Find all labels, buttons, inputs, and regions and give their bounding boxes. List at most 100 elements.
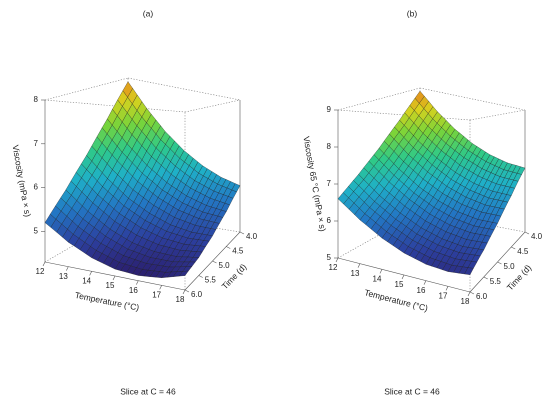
x-tick-label: 15 xyxy=(395,280,404,289)
y-tick-label: 5.5 xyxy=(205,276,217,285)
x-tick-label: 13 xyxy=(59,272,68,281)
surface-cell xyxy=(438,172,475,213)
x-tick-label: 12 xyxy=(329,263,338,272)
z-tick-label: 6 xyxy=(34,183,39,192)
surface-cell xyxy=(447,246,485,275)
x-tick-label: 16 xyxy=(417,286,426,295)
x-tick xyxy=(182,289,186,295)
x-tick-label: 16 xyxy=(129,286,138,295)
surface-cell xyxy=(473,154,508,192)
surface-cell xyxy=(191,205,227,237)
surface-cell xyxy=(379,168,419,214)
x-tick-label: 14 xyxy=(82,276,91,285)
surface-cell xyxy=(436,129,473,173)
x-tick xyxy=(445,286,449,291)
z-tick-label: 5 xyxy=(34,226,39,235)
x-tick xyxy=(423,280,427,285)
x-tick-label: 17 xyxy=(152,290,161,299)
surface-cell xyxy=(114,242,155,276)
y-tick-label: 5.5 xyxy=(490,277,502,286)
surface-cell xyxy=(146,131,185,183)
surface-cell xyxy=(170,195,207,233)
surface-cell xyxy=(378,119,419,170)
y-tick xyxy=(483,276,488,280)
surface-cell xyxy=(381,212,422,254)
surface-cell xyxy=(128,165,167,214)
box-edge xyxy=(184,99,241,113)
chart-title: (b) xyxy=(407,8,418,18)
surface-facet xyxy=(464,267,474,275)
z-axis-label: Viscosity (mPa × s) xyxy=(10,144,33,218)
chart-title: (a) xyxy=(143,8,154,18)
x-tick xyxy=(379,269,383,274)
surface-cell xyxy=(420,200,459,240)
surface-cell xyxy=(138,251,177,278)
x-tick-label: 13 xyxy=(351,269,360,278)
surface-cell xyxy=(91,228,133,270)
box-edge xyxy=(337,109,471,121)
surface-cell xyxy=(399,90,438,142)
surface-cell xyxy=(206,177,241,212)
surface-facet xyxy=(178,270,189,277)
x-tick xyxy=(112,275,116,281)
chart-subtitle: Slice at C = 46 xyxy=(120,386,176,396)
surface-cell xyxy=(462,219,498,251)
surface-cell xyxy=(492,162,526,196)
surface-cell xyxy=(86,118,128,179)
box-edge xyxy=(469,109,526,121)
z-tick-label: 9 xyxy=(327,105,332,114)
x-tick-label: 18 xyxy=(176,295,185,304)
surface-cell xyxy=(398,140,437,187)
surface-cell xyxy=(337,174,380,221)
y-tick-label: 4.5 xyxy=(232,247,244,256)
box-edge xyxy=(127,77,241,101)
x-tick-label: 12 xyxy=(36,267,45,276)
y-tick xyxy=(212,260,217,264)
surface-cell xyxy=(161,256,200,278)
surface-cell xyxy=(457,183,493,220)
z-tick-label: 6 xyxy=(327,216,332,225)
x-tick-label: 18 xyxy=(461,297,470,306)
surface-cell xyxy=(68,211,111,259)
box-edge xyxy=(337,87,421,111)
y-tick-label: 6.0 xyxy=(476,292,488,301)
x-tick-label: 17 xyxy=(439,291,448,300)
surface-cell xyxy=(149,182,187,226)
x-tick-label: 14 xyxy=(373,274,382,283)
surface-cell xyxy=(65,155,108,212)
surface-cell xyxy=(403,227,443,265)
surface-cell xyxy=(400,186,439,229)
surface-cell xyxy=(176,232,213,258)
y-tick-label: 4.5 xyxy=(517,247,529,256)
y-tick xyxy=(184,289,190,293)
box-edge xyxy=(44,77,129,101)
y-tick xyxy=(198,275,203,278)
z-axis-label: Viscosity 65 °C (mPa × s) xyxy=(301,135,328,232)
y-tick xyxy=(469,291,475,295)
surface-cell xyxy=(107,81,147,145)
x-tick-label: 15 xyxy=(106,281,115,290)
x-tick xyxy=(136,280,139,285)
y-tick xyxy=(511,246,516,250)
x-tick xyxy=(42,261,46,267)
z-tick-label: 7 xyxy=(34,139,39,148)
surface-cell xyxy=(359,195,401,239)
surface-cell xyxy=(418,157,456,201)
box-edge xyxy=(419,87,526,111)
surface-cell xyxy=(441,211,479,247)
surface-cell xyxy=(425,238,464,272)
surface-cell xyxy=(44,189,89,243)
x-tick xyxy=(335,257,339,263)
y-tick xyxy=(524,231,530,235)
x-tick xyxy=(357,263,361,268)
y-tick-label: 6.0 xyxy=(191,290,203,299)
x-tick xyxy=(66,266,69,271)
z-tick-label: 8 xyxy=(327,142,332,151)
surface-cell xyxy=(107,143,148,199)
y-tick xyxy=(497,261,502,265)
y-tick-label: 4.0 xyxy=(531,232,543,241)
y-tick xyxy=(239,231,245,235)
surface-cell xyxy=(109,198,150,243)
surface-cell xyxy=(186,165,222,206)
